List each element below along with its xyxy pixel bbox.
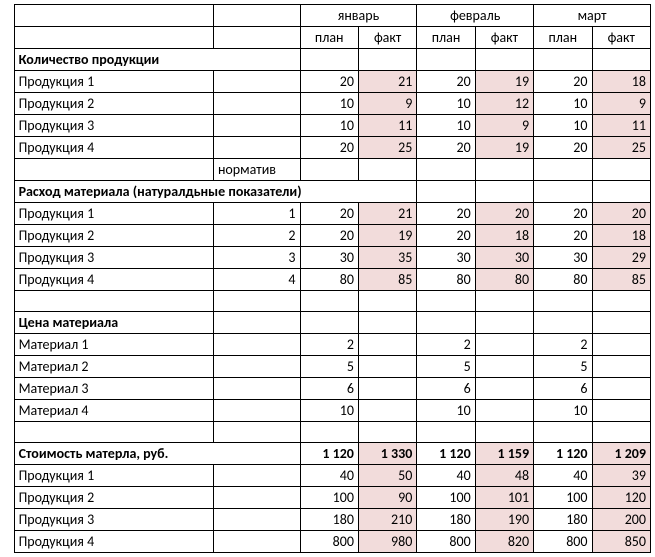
table-row: Продукция 3 10 11 10 9 10 11 [4,115,651,137]
row-name: Продукция 4 [14,269,213,291]
table-row: Продукция 1 40 50 40 48 40 39 [4,465,651,487]
section-title: Стоимость матерла, руб. [14,443,300,465]
norm-cell: 3 [213,247,300,269]
header-months: январь февраль март [4,5,651,27]
row-name: Продукция 2 [14,225,213,247]
norm-label: норматив [213,159,300,181]
table-row: Продукция 4 4 80 85 80 80 80 85 [4,269,651,291]
cell-blank [213,5,300,27]
row-name: Продукция 2 [14,93,213,115]
row-name: Продукция 4 [14,137,213,159]
col-fact: факт [358,27,416,49]
blank-row [4,422,651,443]
table-row: Продукция 3 3 30 35 30 30 30 29 [4,247,651,269]
section-cost-title: Стоимость матерла, руб. 1 120 1 330 1 12… [4,443,651,465]
budget-table: январь февраль март план факт план факт … [4,4,651,553]
row-name: Продукция 3 [14,115,213,137]
header-planfact: план факт план факт план факт [4,27,651,49]
table-row: Продукция 2 10 9 10 12 10 9 [4,93,651,115]
month-feb: февраль [417,5,534,27]
norm-cell: 2 [213,225,300,247]
table-row: Материал 3 6 6 6 [4,378,651,400]
table-row: Продукция 1 20 21 20 19 20 18 [4,71,651,93]
col-plan: план [300,27,358,49]
row-name: Продукция 4 [14,531,213,553]
table-row: Продукция 3 180 210 180 190 180 200 [4,509,651,531]
col-plan: план [534,27,592,49]
row-name: Продукция 1 [14,203,213,225]
blank-row [4,291,651,312]
row-norm-label: норматив [4,159,651,181]
table-row: Продукция 4 20 25 20 19 20 25 [4,137,651,159]
row-name: Продукция 1 [14,71,213,93]
col-fact: факт [592,27,651,49]
row-name: Материал 2 [14,356,213,378]
row-name: Материал 1 [14,334,213,356]
section-price-title: Цена материала [4,312,651,334]
table-row: Продукция 2 2 20 19 20 18 20 18 [4,225,651,247]
cell-blank [14,5,213,27]
row-name: Продукция 3 [14,247,213,269]
col-fact: факт [475,27,533,49]
norm-cell: 1 [213,203,300,225]
row-name: Продукция 2 [14,487,213,509]
table-row: Материал 4 10 10 10 [4,400,651,422]
row-name: Продукция 1 [14,465,213,487]
section-qty-title: Количество продукции [4,49,651,71]
section-material-title: Расход материала (натуралдьные показател… [4,181,651,203]
table-row: Материал 1 2 2 2 [4,334,651,356]
table-row: Продукция 2 100 90 100 101 100 120 [4,487,651,509]
table-row: Продукция 4 800 980 800 820 800 850 [4,531,651,553]
row-name: Материал 3 [14,378,213,400]
row-name: Материал 4 [14,400,213,422]
section-title: Расход материала (натуралдьные показател… [14,181,417,203]
month-jan: январь [300,5,417,27]
month-mar: март [534,5,651,27]
section-title: Цена материала [14,312,213,334]
table-row: Продукция 1 1 20 21 20 20 20 20 [4,203,651,225]
table-row: Материал 2 5 5 5 [4,356,651,378]
section-title: Количество продукции [14,49,300,71]
row-name: Продукция 3 [14,509,213,531]
norm-cell: 4 [213,269,300,291]
col-plan: план [417,27,475,49]
